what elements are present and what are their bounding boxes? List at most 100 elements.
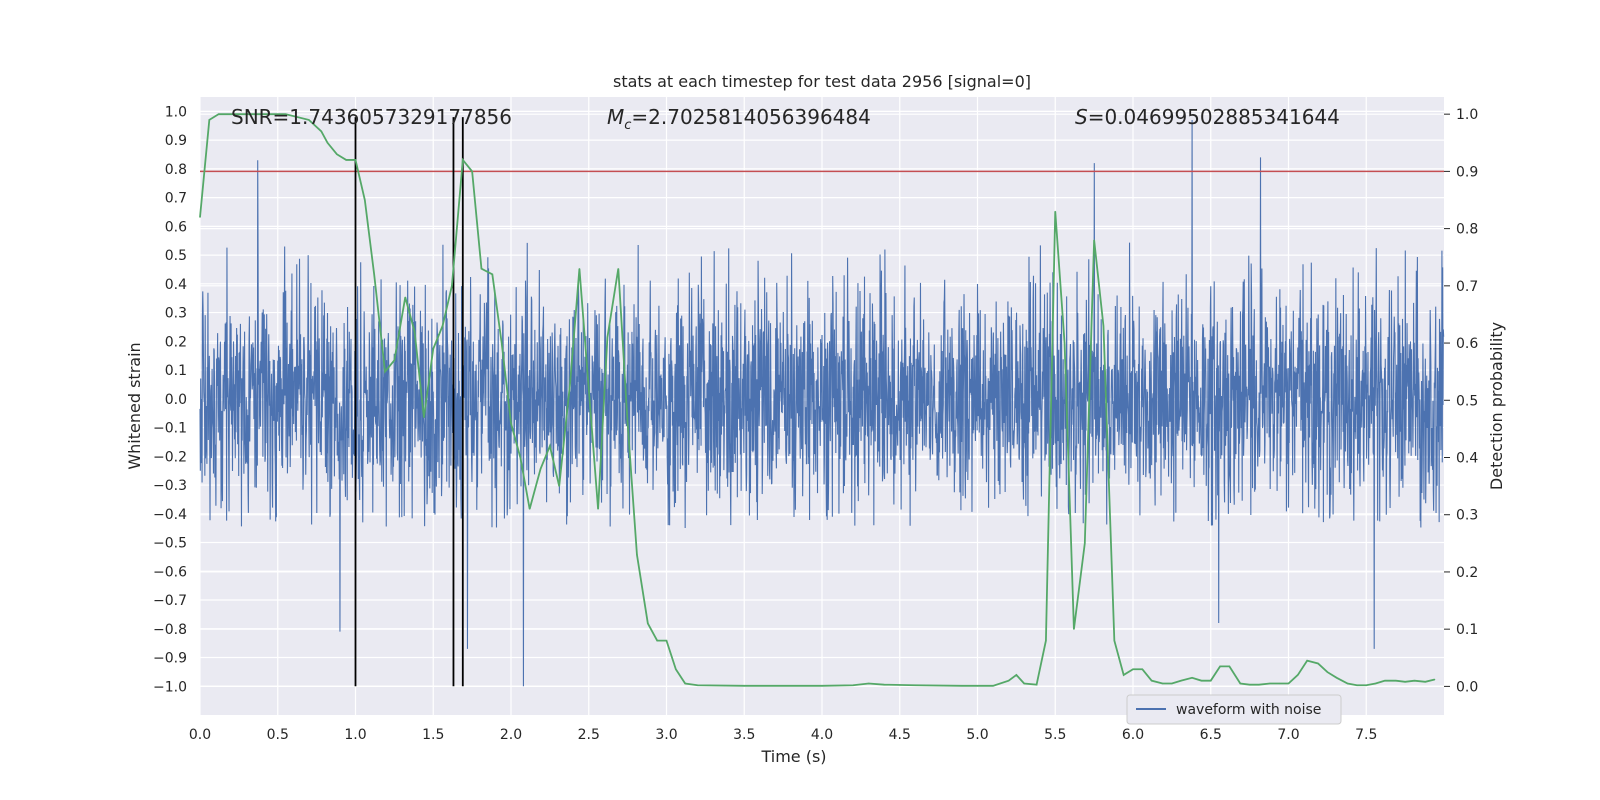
probability-point bbox=[1073, 628, 1075, 630]
probability-point bbox=[1008, 680, 1010, 682]
probability-point bbox=[404, 296, 406, 298]
s-annotation: S=0.04699502885341644 bbox=[1075, 105, 1340, 129]
x-tick-label: 2.0 bbox=[500, 727, 522, 743]
probability-point bbox=[588, 388, 590, 390]
probability-point bbox=[1113, 640, 1115, 642]
probability-point bbox=[423, 416, 425, 419]
probability-point bbox=[1249, 684, 1251, 686]
x-tick-label: 1.5 bbox=[422, 727, 444, 743]
probability-point bbox=[238, 113, 240, 115]
y-tick-label: 0.2 bbox=[165, 334, 187, 350]
y2-tick-label: 0.6 bbox=[1456, 336, 1478, 352]
waveform-series bbox=[199, 119, 1445, 687]
probability-point bbox=[1180, 680, 1182, 682]
probability-point bbox=[1123, 674, 1125, 676]
legend-box bbox=[1126, 694, 1342, 725]
probability-point bbox=[1365, 684, 1367, 686]
y-tick-label: −0.1 bbox=[153, 421, 187, 437]
probability-point bbox=[1269, 682, 1271, 685]
y-tick-label: −0.4 bbox=[153, 507, 187, 523]
probability-point bbox=[1191, 677, 1193, 679]
detection-probability-series bbox=[199, 113, 1435, 687]
probability-point bbox=[1356, 684, 1358, 686]
probability-point bbox=[883, 684, 885, 686]
y-tick-label: 0.4 bbox=[165, 277, 187, 293]
probability-point bbox=[1346, 682, 1349, 685]
s-value: =0.04699502885341644 bbox=[1088, 105, 1340, 129]
y-tick-label: −1.0 bbox=[153, 679, 187, 695]
x-tick-label: 0.0 bbox=[189, 727, 211, 743]
probability-point bbox=[743, 685, 745, 687]
chirp-mass-symbol: M bbox=[607, 105, 624, 129]
legend: waveform with noise bbox=[1126, 694, 1342, 725]
y-tick-label: −0.5 bbox=[153, 536, 187, 552]
y2-tick-label: 0.8 bbox=[1456, 222, 1478, 238]
event-markers bbox=[354, 117, 464, 687]
probability-point bbox=[1297, 674, 1299, 676]
y2-tick-label: 0.0 bbox=[1456, 679, 1478, 695]
y-tick-label: 0.9 bbox=[165, 133, 187, 149]
y-tick-label: 0.0 bbox=[165, 392, 187, 408]
y2-tick-labels: 1.0 0.9 0.8 0.7 0.6 0.5 0.4 0.3 0.2 0.1 0.0 bbox=[1456, 107, 1478, 695]
x-tick-label: 5.0 bbox=[966, 727, 988, 743]
chirp-mass-annotation: Mc=2.7025814056396484 bbox=[607, 105, 871, 133]
probability-point bbox=[1151, 680, 1153, 682]
snr-annotation: SNR=1.7436057329177856 bbox=[231, 105, 512, 129]
probability-point bbox=[656, 640, 658, 642]
probability-point bbox=[539, 468, 542, 470]
y-axis-label: Whitened strain bbox=[125, 342, 144, 469]
probability-point bbox=[451, 285, 453, 287]
probability-point bbox=[491, 273, 493, 275]
x-tick-label: 6.5 bbox=[1200, 727, 1222, 743]
probability-point bbox=[578, 268, 581, 270]
probability-point bbox=[636, 554, 638, 556]
probability-point bbox=[1054, 210, 1056, 213]
probability-point bbox=[627, 422, 629, 424]
probability-point bbox=[606, 336, 609, 338]
probability-point bbox=[1161, 682, 1164, 685]
y2-tick-label: 0.9 bbox=[1456, 164, 1478, 180]
probability-point bbox=[1258, 684, 1260, 686]
probability-point bbox=[1384, 680, 1386, 682]
probability-point bbox=[1306, 660, 1308, 662]
y-tick-label: 0.5 bbox=[165, 248, 187, 264]
x-tick-label: 1.0 bbox=[344, 727, 366, 743]
x-tick-label: 3.0 bbox=[655, 727, 677, 743]
probability-point bbox=[354, 159, 357, 161]
y2-axis-label: Detection probability bbox=[1487, 322, 1506, 490]
probability-point bbox=[1374, 682, 1377, 685]
probability-point bbox=[1219, 665, 1221, 667]
probability-point bbox=[413, 331, 416, 333]
x-tick-label: 6.0 bbox=[1122, 727, 1144, 743]
probability-point bbox=[432, 348, 434, 350]
s-symbol: S bbox=[1075, 105, 1088, 129]
probability-point bbox=[1102, 325, 1105, 327]
y-tick-label: −0.8 bbox=[153, 622, 187, 638]
probability-point bbox=[218, 113, 220, 115]
probability-point bbox=[1228, 665, 1231, 667]
probability-point bbox=[675, 668, 677, 670]
probability-point bbox=[326, 142, 329, 144]
probability-point bbox=[462, 159, 464, 161]
x-tick-label: 2.5 bbox=[578, 727, 600, 743]
y2-tick-label: 0.7 bbox=[1456, 279, 1478, 295]
detection-probability-points bbox=[199, 113, 1436, 687]
probability-point bbox=[549, 445, 551, 447]
probability-point bbox=[1317, 662, 1319, 665]
y-tick-label: −0.7 bbox=[153, 593, 187, 609]
y2-tick-label: 0.4 bbox=[1456, 451, 1478, 467]
probability-point bbox=[1395, 680, 1397, 682]
probability-point bbox=[647, 622, 649, 625]
probability-point bbox=[1278, 682, 1280, 685]
probability-point bbox=[1326, 671, 1328, 673]
probability-point bbox=[914, 684, 916, 686]
y2-tick-label: 0.3 bbox=[1456, 508, 1478, 524]
probability-point bbox=[665, 640, 668, 642]
x-tick-label: 7.0 bbox=[1277, 727, 1299, 743]
probability-point bbox=[1045, 640, 1047, 642]
probability-point bbox=[345, 159, 347, 161]
probability-point bbox=[1239, 682, 1241, 685]
probability-point bbox=[1424, 681, 1426, 683]
x-tick-label: 4.5 bbox=[889, 727, 911, 743]
